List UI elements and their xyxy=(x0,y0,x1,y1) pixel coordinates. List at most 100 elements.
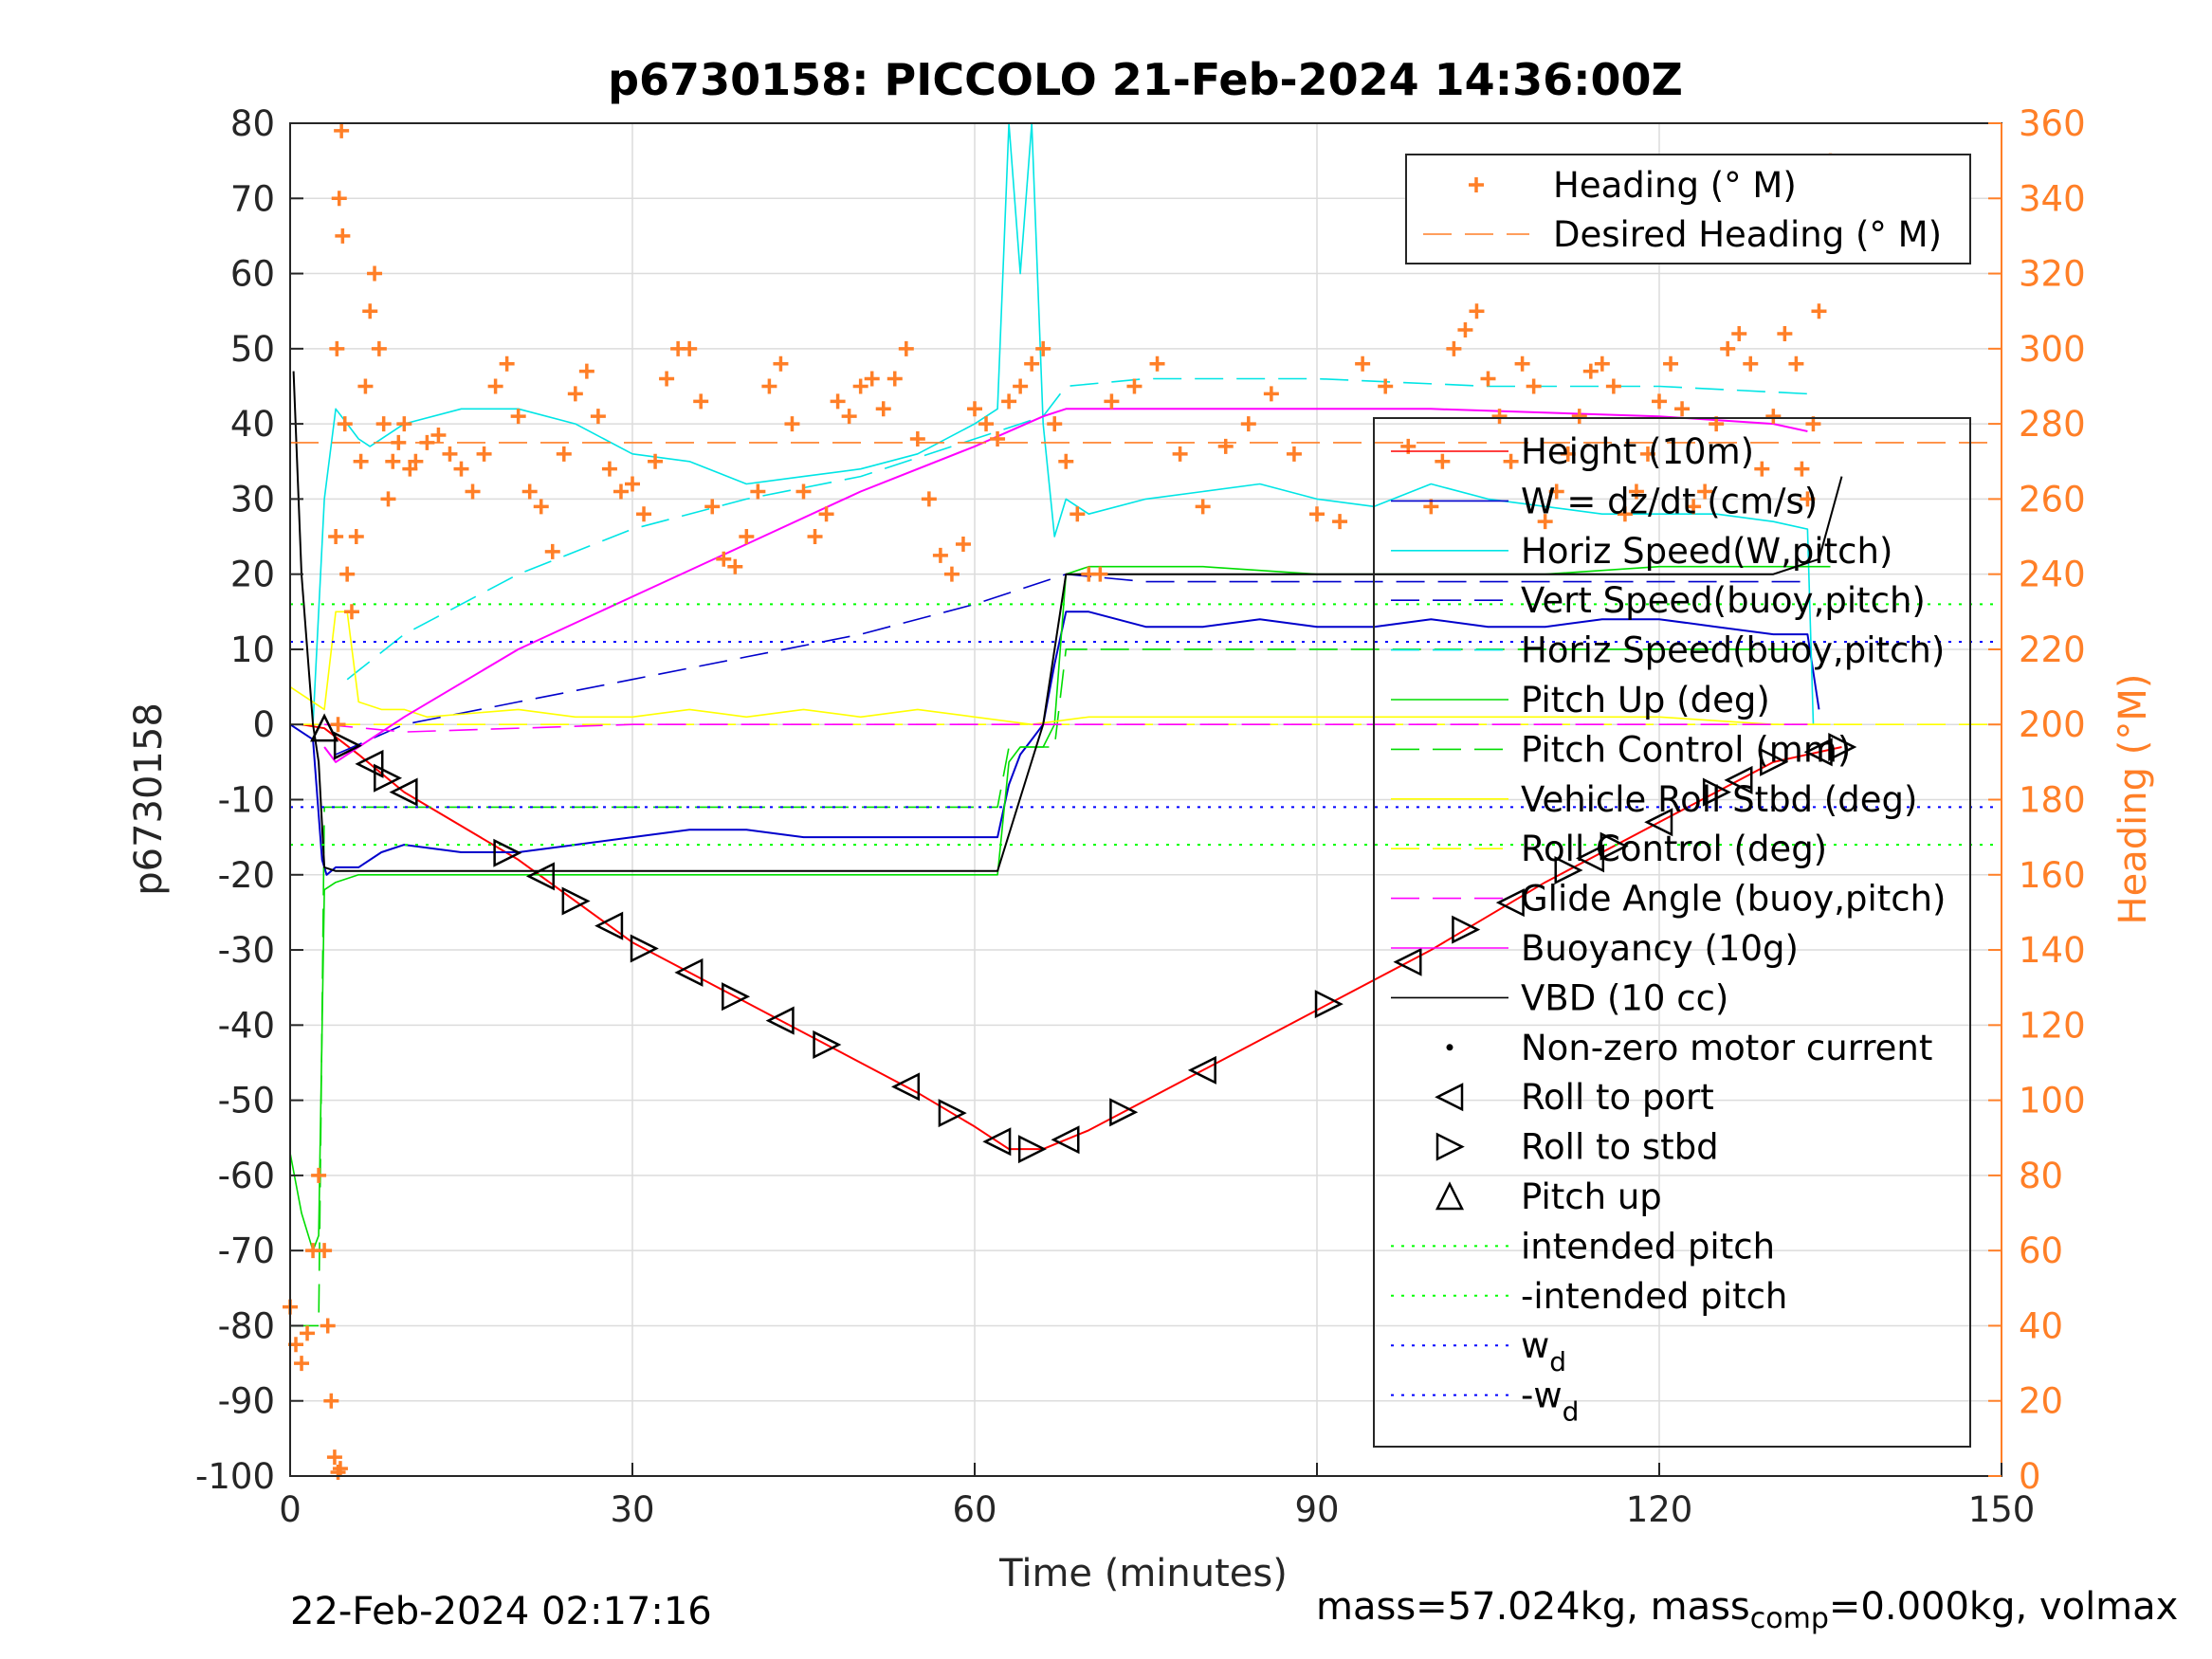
heading-point xyxy=(1548,483,1564,500)
heading-point xyxy=(337,416,353,432)
heading-point xyxy=(625,476,640,492)
footer-mass-text-2: =0.000kg, volmax xyxy=(1828,1585,2179,1629)
y-right-tick-label: 280 xyxy=(2019,404,2086,445)
legend-main-label-text: Pitch Up (deg) xyxy=(1521,680,1770,720)
legend-main-label: Pitch up xyxy=(1521,1176,1662,1217)
heading-point xyxy=(864,371,880,387)
heading-point xyxy=(385,453,401,469)
heading-point xyxy=(727,558,743,574)
legend-main-label: VBD (10 cc) xyxy=(1521,977,1728,1018)
roll-marker xyxy=(938,1099,967,1128)
heading-point xyxy=(1754,461,1770,477)
roll-marker xyxy=(765,1006,795,1035)
heading-point xyxy=(419,434,435,450)
heading-point xyxy=(430,428,447,444)
legend-main-label-text: Height (10m) xyxy=(1521,431,1754,472)
roll-marker xyxy=(674,957,704,987)
heading-point xyxy=(990,430,1006,447)
heading-point xyxy=(332,1461,348,1477)
heading-point xyxy=(1788,356,1804,372)
y-tick-label: -40 xyxy=(218,1005,275,1046)
series-line xyxy=(335,573,1808,756)
legend-heading: Heading (° M) Desired Heading (° M) xyxy=(1405,154,1971,264)
legend-main-label-text: W = dz/dt (cm/s) xyxy=(1521,481,1818,521)
x-tick-label: 120 xyxy=(1626,1489,1693,1530)
y-right-tick-label: 320 xyxy=(2019,254,2086,295)
heading-point xyxy=(1446,340,1462,356)
y-right-tick-label: 260 xyxy=(2019,479,2086,520)
heading-point xyxy=(1195,499,1211,515)
heading-point xyxy=(909,430,925,447)
chart-title: p6730158: PICCOLO 21-Feb-2024 14:36:00Z xyxy=(608,54,1683,105)
heading-point xyxy=(1697,483,1713,500)
roll-marker xyxy=(333,731,362,760)
y-tick-label: -60 xyxy=(218,1156,275,1196)
roll-marker xyxy=(982,1127,1012,1157)
heading-point xyxy=(1777,325,1793,341)
legend-main-label: W = dz/dt (cm/s) xyxy=(1521,481,1818,521)
roll-marker xyxy=(374,763,403,793)
y-right-tick-label: 220 xyxy=(2019,629,2086,670)
ticks: 0 30 60 90 120 15080706050403020100-10-20-30-… xyxy=(195,103,2086,1530)
series-line xyxy=(323,408,1808,763)
legend-main-label-sub: d xyxy=(1563,1396,1580,1428)
legend-main-label-text: VBD (10 cc) xyxy=(1521,977,1728,1018)
heading-point xyxy=(1674,401,1691,417)
heading-point xyxy=(499,356,515,372)
x-axis-title: Time (minutes) xyxy=(998,1552,1288,1595)
heading-point xyxy=(1491,409,1508,425)
heading-point xyxy=(300,1325,316,1341)
y-axis-right-title: Heading (°M) xyxy=(2111,674,2155,925)
roll-marker xyxy=(1702,777,1731,807)
heading-point xyxy=(380,491,396,507)
legend-heading-label: Heading (° M) xyxy=(1553,165,1797,206)
heading-point xyxy=(1332,514,1348,530)
heading-point xyxy=(773,356,789,372)
legend-main-label: Glide Angle (buoy,pitch) xyxy=(1521,879,1946,920)
heading-point xyxy=(852,378,868,394)
heading-point xyxy=(1480,371,1496,387)
y-right-tick-label: 20 xyxy=(2019,1381,2063,1422)
legend-main-label-text: Roll to stbd xyxy=(1521,1127,1719,1168)
heading-point xyxy=(396,416,412,432)
heading-point xyxy=(311,1167,327,1183)
heading-point xyxy=(1628,483,1644,500)
legend-heading-symbol xyxy=(1469,177,1484,192)
roll-marker xyxy=(389,777,418,807)
roll-marker xyxy=(813,1030,842,1059)
heading-point xyxy=(1149,356,1165,372)
legend-heading-box xyxy=(1405,154,1971,264)
heading-point xyxy=(533,499,549,515)
roll-marker xyxy=(1051,1125,1080,1155)
heading-point xyxy=(323,1393,339,1409)
heading-point xyxy=(453,461,469,477)
heading-point xyxy=(932,547,948,563)
y-right-tick-label: 240 xyxy=(2019,555,2086,595)
legend-main-label-text: w xyxy=(1521,1325,1549,1366)
legend-main-label: -intended pitch xyxy=(1521,1276,1787,1317)
y-tick-label: 60 xyxy=(230,254,275,295)
heading-point xyxy=(1731,325,1747,341)
heading-point xyxy=(334,122,350,138)
heading-point xyxy=(567,386,583,402)
heading-point xyxy=(348,529,364,545)
legend-main-symbol xyxy=(1435,1132,1465,1161)
heading-point xyxy=(1743,356,1759,372)
heading-point xyxy=(841,409,857,425)
heading-point xyxy=(357,378,374,394)
series-line xyxy=(289,611,1831,726)
heading-point xyxy=(784,416,800,432)
heading-point xyxy=(1571,409,1587,425)
roll-marker xyxy=(310,713,339,742)
y-tick-label: -10 xyxy=(218,780,275,821)
legend-main-label-text: Glide Angle (buoy,pitch) xyxy=(1521,879,1946,920)
roll-marker xyxy=(355,749,384,778)
roll-marker xyxy=(1828,732,1857,762)
series-line xyxy=(292,371,1843,872)
y-tick-label: 20 xyxy=(230,555,275,595)
x-tick-label: 150 xyxy=(1968,1489,2036,1530)
heading-point xyxy=(807,529,823,545)
heading-point xyxy=(1035,340,1051,356)
heading-point xyxy=(795,483,812,500)
